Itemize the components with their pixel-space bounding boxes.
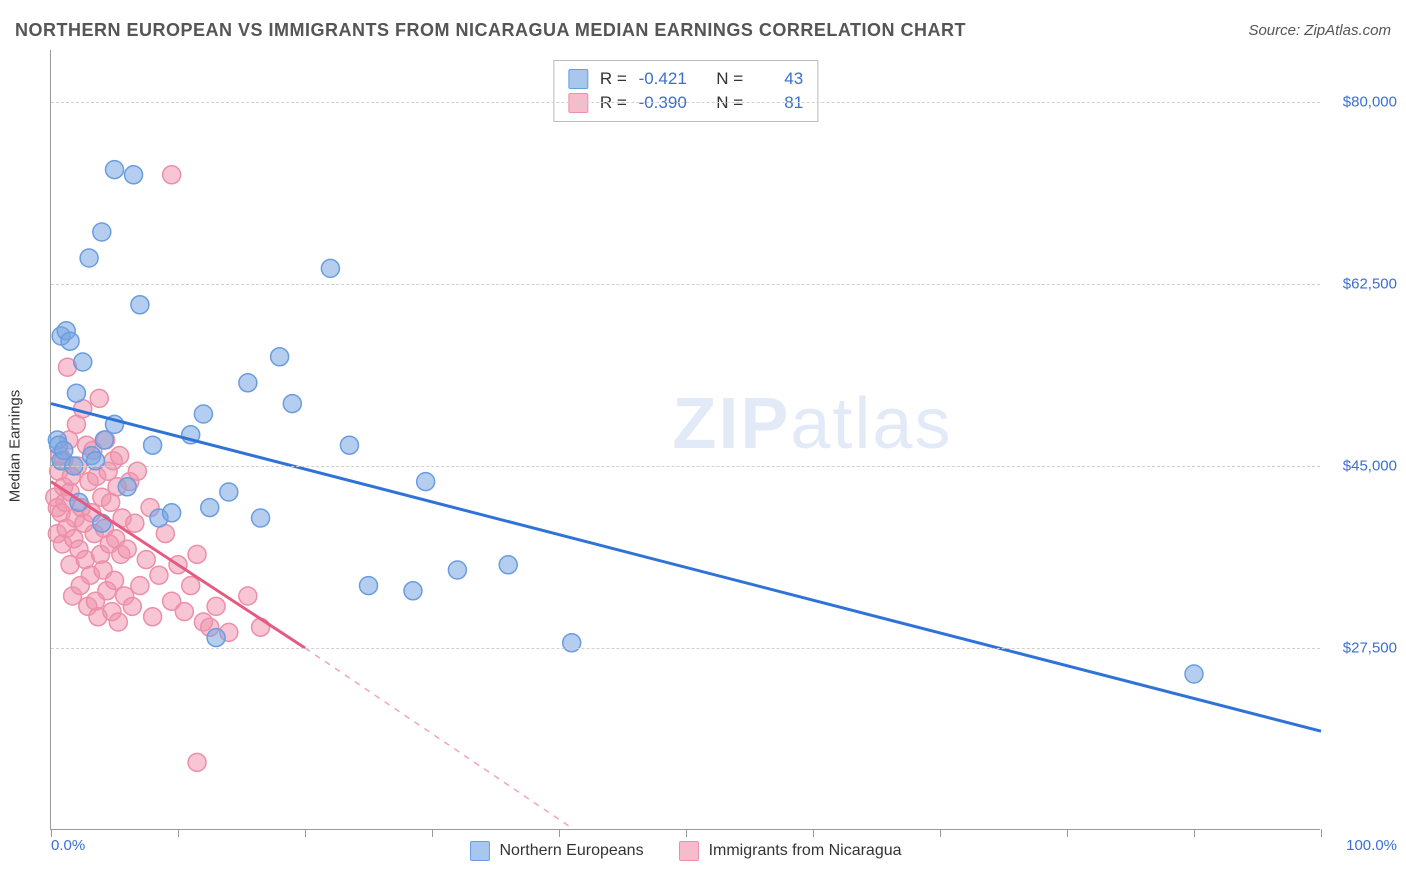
y-tick-label: $27,500 xyxy=(1343,640,1397,657)
data-point xyxy=(144,608,162,626)
data-point xyxy=(93,514,111,532)
plot-region: ZIPatlas R = -0.421 N = 43 R = -0.390 N … xyxy=(50,50,1320,830)
data-point xyxy=(207,597,225,615)
x-tick xyxy=(1194,829,1195,837)
data-point xyxy=(499,556,517,574)
data-point xyxy=(321,259,339,277)
data-point xyxy=(271,348,289,366)
legend-label: Immigrants from Nicaragua xyxy=(709,842,902,860)
data-point xyxy=(126,514,144,532)
data-point xyxy=(563,634,581,652)
data-point xyxy=(93,223,111,241)
chart-title: NORTHERN EUROPEAN VS IMMIGRANTS FROM NIC… xyxy=(15,20,966,41)
data-point xyxy=(123,597,141,615)
data-point xyxy=(111,447,129,465)
data-point xyxy=(74,353,92,371)
data-point xyxy=(95,431,113,449)
legend-label: Northern Europeans xyxy=(499,842,643,860)
x-tick xyxy=(813,829,814,837)
gridline xyxy=(51,466,1320,467)
x-tick xyxy=(940,829,941,837)
chart-header: NORTHERN EUROPEAN VS IMMIGRANTS FROM NIC… xyxy=(15,20,1391,41)
gridline xyxy=(51,284,1320,285)
data-point xyxy=(61,332,79,350)
x-tick xyxy=(51,829,52,837)
data-point xyxy=(131,577,149,595)
data-point xyxy=(144,436,162,454)
data-point xyxy=(131,296,149,314)
data-point xyxy=(188,753,206,771)
y-tick-label: $45,000 xyxy=(1343,458,1397,475)
data-point xyxy=(194,405,212,423)
data-point xyxy=(137,551,155,569)
x-min-label: 0.0% xyxy=(51,837,85,854)
bottom-legend: Northern Europeans Immigrants from Nicar… xyxy=(469,841,901,861)
trend-line xyxy=(51,404,1321,732)
x-tick xyxy=(559,829,560,837)
legend-item: Northern Europeans xyxy=(469,841,643,861)
data-point xyxy=(90,389,108,407)
data-point xyxy=(201,499,219,517)
data-point xyxy=(55,441,73,459)
chart-source: Source: ZipAtlas.com xyxy=(1248,22,1391,39)
x-tick xyxy=(432,829,433,837)
x-tick xyxy=(1067,829,1068,837)
x-tick xyxy=(1321,829,1322,837)
trend-line xyxy=(305,648,572,828)
data-point xyxy=(252,618,270,636)
data-point xyxy=(360,577,378,595)
data-point xyxy=(448,561,466,579)
data-point xyxy=(220,483,238,501)
data-point xyxy=(175,603,193,621)
gridline xyxy=(51,648,1320,649)
data-point xyxy=(106,161,124,179)
data-point xyxy=(106,571,124,589)
data-point xyxy=(118,478,136,496)
data-point xyxy=(340,436,358,454)
data-point xyxy=(252,509,270,527)
x-max-label: 100.0% xyxy=(1346,837,1397,854)
data-point xyxy=(417,473,435,491)
data-point xyxy=(118,540,136,558)
data-point xyxy=(109,613,127,631)
data-point xyxy=(80,249,98,267)
data-point xyxy=(188,545,206,563)
data-point xyxy=(239,587,257,605)
legend-item: Immigrants from Nicaragua xyxy=(679,841,902,861)
y-tick-label: $62,500 xyxy=(1343,276,1397,293)
y-axis-label: Median Earnings xyxy=(7,390,24,503)
data-point xyxy=(1185,665,1203,683)
swatch-pink xyxy=(679,841,699,861)
data-point xyxy=(150,566,168,584)
data-point xyxy=(163,504,181,522)
data-point xyxy=(283,395,301,413)
y-tick-label: $80,000 xyxy=(1343,94,1397,111)
data-point xyxy=(404,582,422,600)
svg-layer xyxy=(51,50,1321,830)
swatch-blue xyxy=(469,841,489,861)
data-point xyxy=(86,452,104,470)
data-point xyxy=(67,384,85,402)
data-point xyxy=(207,629,225,647)
chart-area: ZIPatlas R = -0.421 N = 43 R = -0.390 N … xyxy=(50,50,1320,830)
data-point xyxy=(163,166,181,184)
data-point xyxy=(125,166,143,184)
data-point xyxy=(182,577,200,595)
data-point xyxy=(239,374,257,392)
x-tick xyxy=(178,829,179,837)
gridline xyxy=(51,102,1320,103)
data-point xyxy=(128,462,146,480)
x-tick xyxy=(305,829,306,837)
x-tick xyxy=(686,829,687,837)
